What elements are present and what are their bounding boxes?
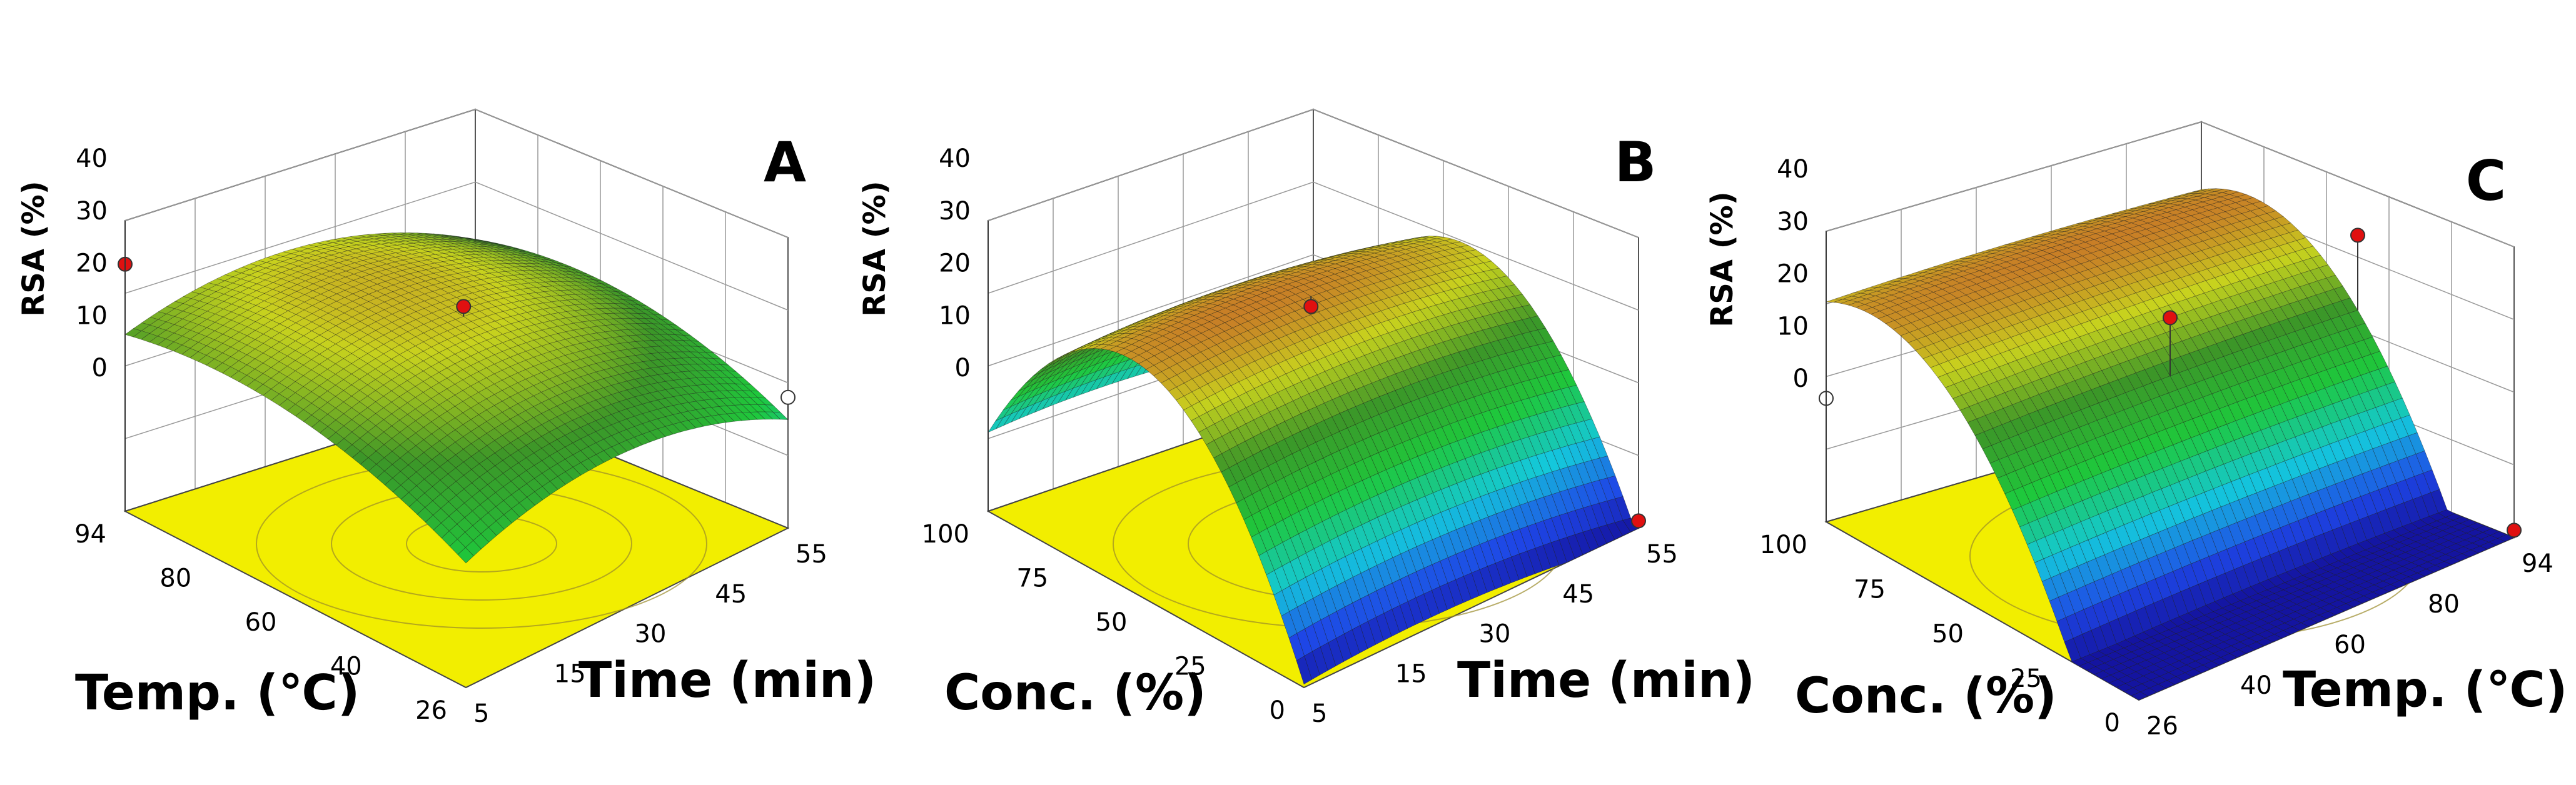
y-tick-label: 5 — [473, 699, 489, 728]
response-surface — [1826, 188, 2515, 701]
z-tick-label: 20 — [76, 249, 108, 278]
design-point — [1303, 299, 1319, 314]
z-tick-label: 0 — [92, 354, 108, 382]
x-axis-title: Temp. (℃) — [75, 665, 360, 721]
x-tick-label: 80 — [159, 564, 191, 593]
x-tick-label: 26 — [415, 696, 447, 725]
y-tick-label: 15 — [1395, 659, 1427, 688]
design-point — [456, 299, 472, 314]
y-tick-label: 55 — [1646, 540, 1678, 569]
x-tick-label: 0 — [1270, 696, 1285, 725]
design-point — [780, 389, 796, 405]
x-tick-label: 100 — [922, 520, 969, 549]
wall-gridline — [124, 181, 789, 311]
y-tick-label: 55 — [796, 540, 827, 569]
z-axis-title: RSA (%) — [857, 181, 892, 316]
z-tick-label: 0 — [955, 354, 971, 382]
z-tick-label: 10 — [76, 301, 108, 330]
z-tick-label: 30 — [76, 197, 108, 226]
x-axis-title: Conc. (%) — [944, 665, 1206, 721]
z-tick-label: 20 — [939, 249, 971, 278]
y-tick-label: 45 — [1562, 580, 1594, 609]
z-axis: 0 10 20 30 40 RSA (%) — [16, 144, 126, 511]
z-tick-label: 40 — [939, 144, 971, 173]
z-tick-label: 30 — [939, 197, 971, 226]
x-tick-label: 60 — [245, 608, 277, 637]
response-surface — [124, 232, 789, 564]
y-tick-label: 30 — [635, 620, 667, 649]
y-axis-title: Time (min) — [578, 652, 876, 709]
panel-letter: A — [764, 130, 806, 194]
y-tick-label: 30 — [1479, 620, 1511, 649]
x-tick-label: 75 — [1016, 564, 1048, 593]
z-tick-label: 10 — [939, 301, 971, 330]
design-point — [1631, 513, 1646, 529]
x-tick-label: 50 — [1096, 608, 1128, 637]
wall-gridline — [124, 109, 789, 238]
y-tick-label: 5 — [1311, 699, 1327, 728]
z-axis-title: RSA (%) — [16, 181, 51, 316]
panel-letter: B — [1614, 130, 1656, 194]
y-tick-label: 45 — [715, 580, 747, 609]
y-axis-title: Time (min) — [1457, 652, 1755, 709]
z-axis: 0 10 20 30 40 RSA (%) — [857, 144, 989, 511]
x-tick-label: 94 — [74, 520, 106, 549]
z-tick-label: 40 — [76, 144, 108, 173]
